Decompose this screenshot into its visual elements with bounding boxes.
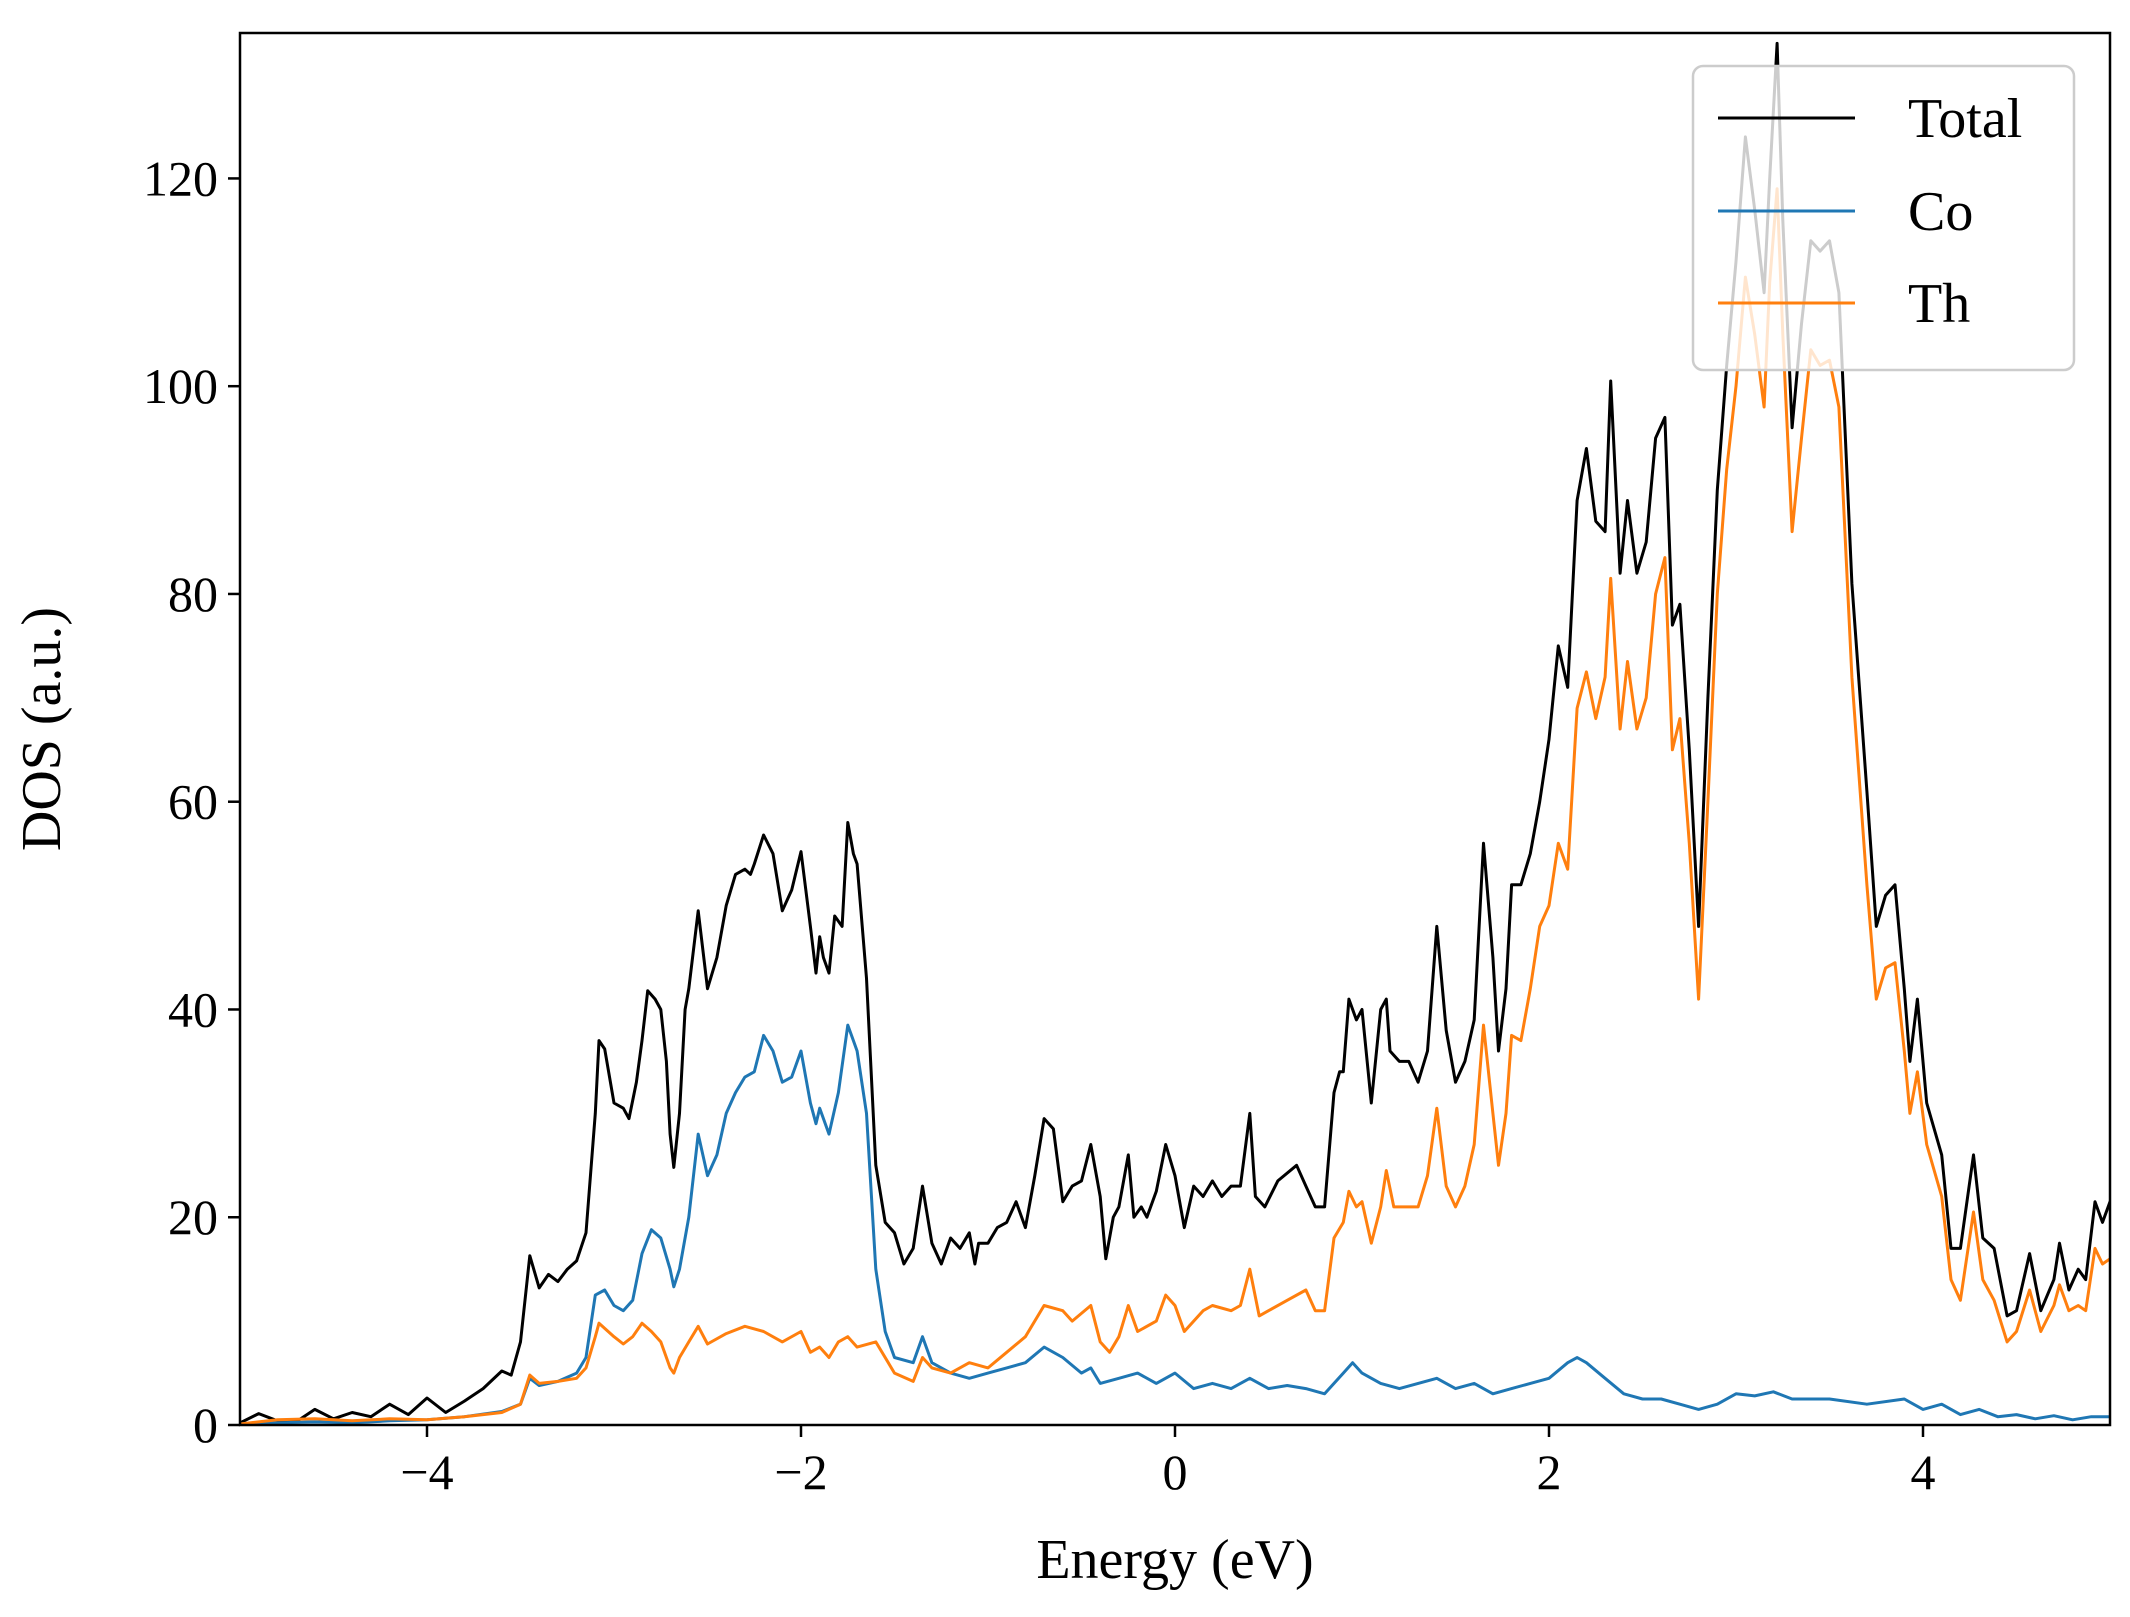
x-axis-label: Energy (eV) xyxy=(1036,1529,1313,1591)
legend: Total Co Th xyxy=(1691,64,2076,372)
x-tick-label: 4 xyxy=(1911,1444,1936,1500)
y-tick-label: 100 xyxy=(143,358,218,414)
legend-label-co: Co xyxy=(1908,181,1973,243)
y-tick-label: 40 xyxy=(168,981,218,1037)
x-tick-label: 0 xyxy=(1163,1444,1188,1500)
y-tick-label: 80 xyxy=(168,566,218,622)
x-axis-ticks: −4 −2 0 2 4 xyxy=(400,1425,1936,1500)
y-axis-label: DOS (a.u.) xyxy=(11,607,73,851)
x-tick-label: 2 xyxy=(1537,1444,1562,1500)
y-tick-label: 120 xyxy=(143,150,218,206)
x-tick-label: −2 xyxy=(774,1444,827,1500)
legend-box xyxy=(1691,64,2076,372)
y-tick-label: 0 xyxy=(193,1397,218,1453)
x-tick-label: −4 xyxy=(400,1444,453,1500)
legend-label-th: Th xyxy=(1908,273,1970,335)
series-line-co xyxy=(240,1023,2110,1425)
series-line-th xyxy=(240,187,2110,1425)
y-tick-label: 20 xyxy=(168,1189,218,1245)
y-tick-label: 60 xyxy=(168,774,218,830)
legend-label-total: Total xyxy=(1908,88,2022,150)
y-axis-ticks: 0 20 40 60 80 100 120 xyxy=(143,150,240,1453)
